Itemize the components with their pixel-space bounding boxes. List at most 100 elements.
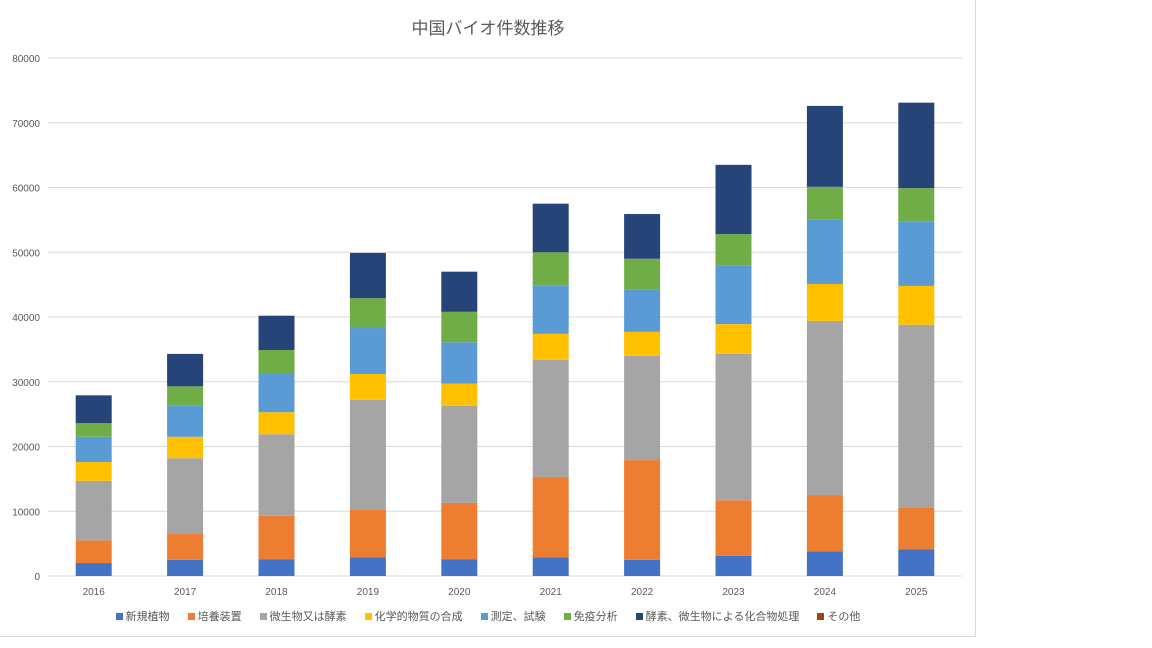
bar-segment bbox=[167, 559, 204, 576]
bar-segment bbox=[624, 258, 661, 290]
x-tick-label: 2024 bbox=[814, 587, 837, 598]
bar-segment bbox=[167, 533, 204, 560]
x-tick-label: 2016 bbox=[83, 587, 106, 598]
bar-segment bbox=[624, 214, 661, 259]
bar-segment bbox=[167, 436, 204, 459]
bar-segment bbox=[532, 557, 569, 576]
bar-segment bbox=[532, 285, 569, 334]
x-tick-label: 2021 bbox=[540, 587, 563, 598]
bar-segment bbox=[349, 298, 386, 329]
legend-item: その他 bbox=[817, 608, 860, 624]
bar-segment bbox=[441, 271, 478, 312]
bar-segment bbox=[75, 563, 112, 576]
y-tick-label: 30000 bbox=[12, 378, 40, 389]
legend-label: その他 bbox=[827, 610, 861, 623]
bar-segment bbox=[806, 551, 843, 576]
bar-segment bbox=[75, 540, 112, 564]
bar-segment bbox=[715, 265, 752, 325]
bar-segment bbox=[167, 386, 204, 406]
x-tick-label: 2022 bbox=[631, 587, 654, 598]
y-tick-label: 50000 bbox=[12, 248, 40, 259]
legend-swatch bbox=[563, 612, 571, 620]
bar-segment bbox=[898, 324, 935, 509]
bars bbox=[75, 102, 935, 576]
legend-label: 培養装置 bbox=[197, 610, 242, 623]
legend-item: 培養装置 bbox=[187, 608, 242, 624]
bar-segment bbox=[258, 350, 295, 374]
x-tick-label: 2025 bbox=[905, 587, 928, 598]
legend-swatch bbox=[817, 612, 825, 620]
bar-segment bbox=[806, 320, 843, 496]
bar-segment bbox=[532, 203, 569, 253]
legend-swatch bbox=[115, 612, 123, 620]
legend-item: 測定、試験 bbox=[480, 608, 546, 624]
bar-segment bbox=[715, 500, 752, 556]
bar-segment bbox=[624, 460, 661, 560]
bar-segment bbox=[624, 289, 661, 332]
legend-item: 微生物又は酵素 bbox=[259, 608, 347, 624]
bar-segment bbox=[624, 559, 661, 576]
legend-swatch bbox=[635, 612, 643, 620]
y-tick-label: 20000 bbox=[12, 443, 40, 454]
x-tick-label: 2017 bbox=[174, 587, 197, 598]
plot-area: 0 10000 20000 30000 40000 50000 60000 70000 8000… bbox=[12, 54, 962, 598]
bar-segment bbox=[441, 559, 478, 576]
chart-title: 中国バイオ件数推移 bbox=[411, 19, 565, 39]
bar-segment bbox=[167, 353, 204, 387]
legend-item: 新規植物 bbox=[115, 608, 170, 624]
bar-segment bbox=[898, 508, 935, 550]
bar-segment bbox=[258, 315, 295, 351]
bar-segment bbox=[75, 436, 112, 463]
legend-label: 新規植物 bbox=[125, 610, 170, 623]
y-tick-label: 0 bbox=[34, 572, 40, 583]
bar-segment bbox=[898, 102, 935, 189]
bar-segment bbox=[715, 555, 752, 576]
bar-segment bbox=[258, 412, 295, 435]
bar-segment bbox=[75, 423, 112, 437]
y-axis-ticks: 0 10000 20000 30000 40000 50000 60000 70000 8000… bbox=[12, 54, 40, 583]
bar-segment bbox=[806, 105, 843, 187]
x-tick-label: 2020 bbox=[448, 587, 471, 598]
bar-segment bbox=[75, 480, 112, 541]
bar-segment bbox=[806, 495, 843, 552]
bar-segment bbox=[898, 221, 935, 286]
bar-segment bbox=[349, 557, 386, 576]
bar-segment bbox=[624, 355, 661, 461]
bar-segment bbox=[167, 405, 204, 437]
bar-segment bbox=[349, 373, 386, 400]
legend-label: 免疫分析 bbox=[573, 610, 618, 623]
bar-segment bbox=[532, 476, 569, 558]
bar-segment bbox=[75, 395, 112, 424]
legend-item: 化学的物質の合成 bbox=[364, 608, 463, 624]
legend-label: 測定、試験 bbox=[490, 610, 546, 623]
bar-segment bbox=[806, 186, 843, 220]
y-tick-label: 60000 bbox=[12, 184, 40, 195]
bar-segment bbox=[349, 509, 386, 558]
bar-segment bbox=[806, 283, 843, 321]
y-tick-label: 70000 bbox=[12, 119, 40, 130]
legend-swatch bbox=[259, 612, 267, 620]
bar-segment bbox=[898, 549, 935, 576]
x-tick-label: 2019 bbox=[357, 587, 380, 598]
bar-segment bbox=[532, 333, 569, 360]
legend-label: 酵素、微生物による化合物処理 bbox=[645, 610, 800, 623]
bar-segment bbox=[349, 399, 386, 510]
legend-swatch bbox=[187, 612, 195, 620]
bar-segment bbox=[715, 324, 752, 354]
legend-label: 化学的物質の合成 bbox=[374, 610, 463, 623]
bar-segment bbox=[441, 311, 478, 343]
bar-segment bbox=[441, 383, 478, 406]
bar-segment bbox=[715, 353, 752, 501]
y-tick-label: 10000 bbox=[12, 507, 40, 518]
bar-segment bbox=[349, 328, 386, 374]
bar-segment bbox=[532, 252, 569, 286]
legend-item: 酵素、微生物による化合物処理 bbox=[635, 608, 800, 624]
bar-segment bbox=[532, 359, 569, 477]
bar-segment bbox=[441, 405, 478, 503]
bar-segment bbox=[167, 458, 204, 534]
x-axis-ticks: 2016 2017 2018 2019 2020 2021 2022 2023 2024 2025 bbox=[83, 587, 928, 598]
legend-swatch bbox=[364, 612, 372, 620]
x-tick-label: 2023 bbox=[722, 587, 745, 598]
bar-segment bbox=[806, 219, 843, 284]
bar-segment bbox=[441, 342, 478, 384]
